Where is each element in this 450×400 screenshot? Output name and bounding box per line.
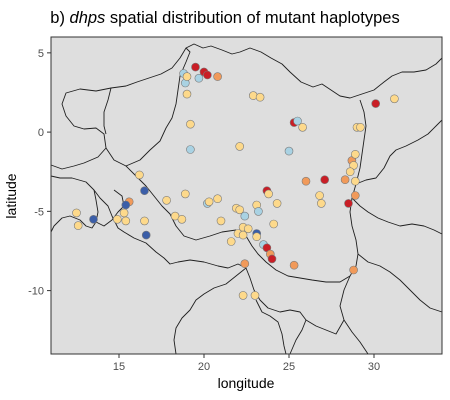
country-borders [50,43,443,170]
data-point [162,196,171,205]
y-tick-label: 0 [38,127,44,139]
data-point [181,189,190,199]
data-point [350,191,360,200]
data-point [390,94,399,104]
data-point [255,92,265,102]
x-tick-label: 25 [283,361,295,373]
data-point [316,199,326,208]
y-tick-label: -10 [28,286,44,298]
title-suffix: spatial distribution of mutant haplotype… [105,9,399,27]
data-point [264,189,273,199]
data-point [272,199,282,208]
data-point [135,170,144,180]
data-point [267,254,277,264]
data-point [254,207,263,216]
chart-title: b) dhps spatial distribution of mutant h… [50,9,399,27]
points-layer [72,62,399,300]
data-point [89,215,98,224]
data-point [226,237,236,246]
data-point [340,175,350,184]
data-point [121,200,131,210]
x-tick-label: 15 [113,361,125,373]
data-point [269,219,279,229]
data-point [284,146,294,156]
data-point [240,211,250,221]
data-point [238,291,248,300]
data-point [177,215,187,224]
x-tick-label: 30 [368,361,380,373]
data-point [182,89,192,99]
data-point [121,216,131,226]
data-point [141,230,151,240]
y-axis: 5 0 -5 -10 [28,48,51,298]
data-point [298,123,307,132]
data-point [289,260,299,270]
data-point [345,167,355,176]
data-point [243,224,253,234]
data-point [315,191,324,200]
data-point [194,73,204,83]
plot-panel-border [50,36,443,355]
data-point [182,72,192,81]
data-point [240,259,250,269]
data-point [186,145,195,154]
data-point [293,116,302,126]
data-point [344,199,353,208]
data-point [371,99,381,108]
data-point [356,123,365,132]
data-point [250,291,260,300]
data-point [140,186,149,195]
map-land [50,43,443,355]
data-point [113,215,122,224]
data-point [73,221,83,230]
data-point [235,142,244,151]
data-point [301,176,311,186]
data-point [119,208,129,218]
data-point [320,175,330,184]
y-axis-label: latitude [3,173,19,218]
plot-panel [51,37,442,354]
data-point [349,265,358,275]
data-point [216,216,226,226]
data-point [252,232,262,241]
data-point [235,205,244,215]
x-axis-label: longitude [218,375,275,391]
data-point [203,70,212,80]
x-tick-label: 20 [198,361,210,373]
data-point [350,176,360,186]
data-point [204,197,214,207]
data-point [350,150,360,159]
data-point [238,230,248,240]
data-point [186,119,195,129]
data-point [191,62,200,72]
title-italic: dhps [70,9,106,27]
data-point [140,216,149,226]
y-tick-label: 5 [38,48,44,60]
data-point [213,194,222,203]
y-tick-label: -5 [34,206,44,218]
data-point [72,208,81,218]
title-prefix: b) [50,9,69,27]
data-point [213,72,222,81]
x-axis: 15 20 25 30 [113,354,380,373]
